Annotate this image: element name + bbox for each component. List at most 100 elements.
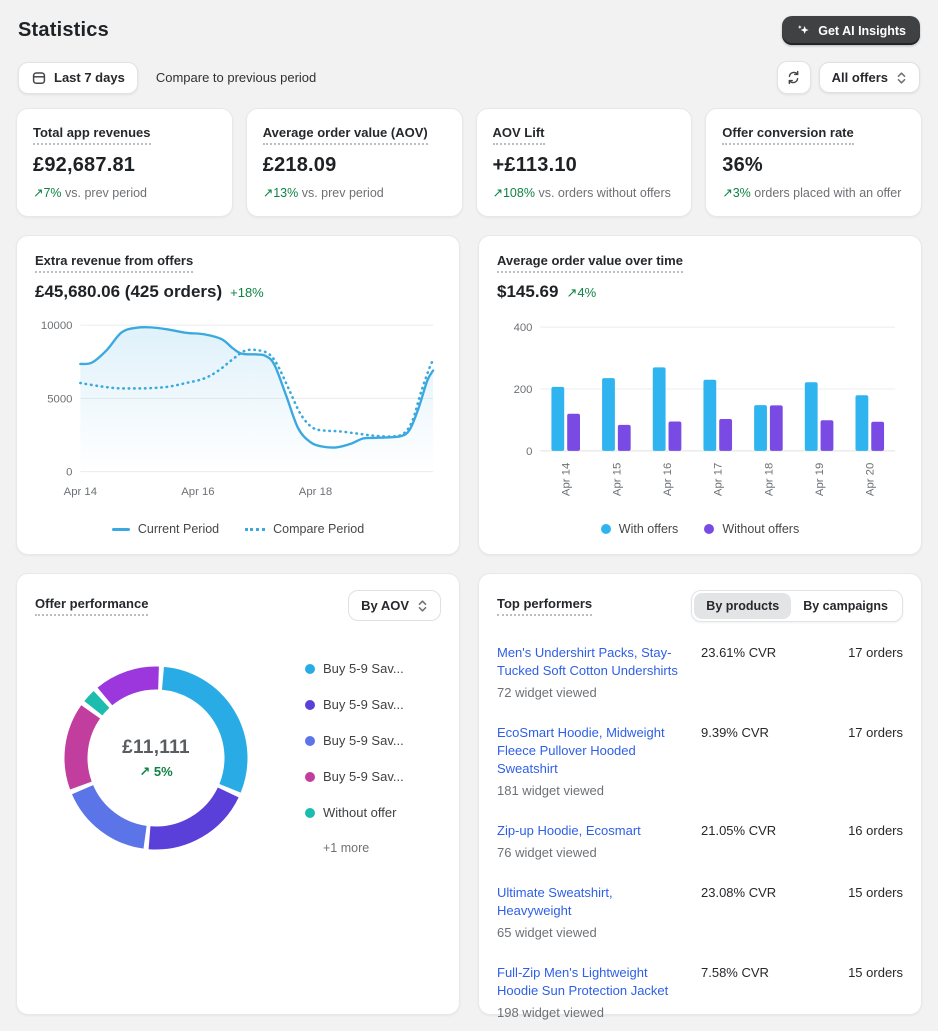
bar-with-offers[interactable]: [652, 367, 666, 451]
filters-row: Last 7 days Compare to previous period A…: [16, 55, 922, 108]
legend-item-with-offers[interactable]: With offers: [600, 522, 678, 536]
legend-item-current-period[interactable]: Current Period: [111, 522, 219, 536]
svg-text:Apr 16: Apr 16: [662, 463, 674, 496]
bar-without-offers[interactable]: [668, 421, 682, 451]
dotted-line-swatch: [245, 527, 266, 531]
donut-legend-item[interactable]: Buy 5-9 Sav...: [305, 769, 404, 784]
bar-without-offers[interactable]: [617, 424, 631, 451]
bar-with-offers[interactable]: [855, 395, 869, 451]
bar-without-offers[interactable]: [719, 419, 733, 451]
series-dotted[interactable]: [79, 348, 435, 438]
table-row: Ultimate Sweatshirt, Heavyweight 65 widg…: [497, 884, 903, 940]
donut-segment[interactable]: [71, 784, 148, 849]
tab-by-products[interactable]: By products: [694, 593, 792, 619]
legend-item-compare-period[interactable]: Compare Period: [245, 522, 364, 536]
svg-text:Apr 18: Apr 18: [763, 463, 775, 496]
orders-value: 17 orders: [848, 645, 903, 660]
refresh-button[interactable]: [776, 61, 811, 94]
offers-filter-select[interactable]: All offers: [818, 62, 920, 93]
charts-row: Extra revenue from offers £45,680.06 (42…: [16, 235, 922, 555]
bar-with-offers[interactable]: [703, 379, 717, 451]
bar-with-offers[interactable]: [754, 405, 767, 451]
chart-headline: $145.69 ↗4%: [497, 282, 903, 302]
chart-headline: £45,680.06 (425 orders) +18%: [35, 282, 441, 302]
kpi-title[interactable]: Offer conversion rate: [722, 125, 854, 145]
kpi-delta: ↗3% orders placed with an offer: [722, 186, 902, 200]
segment-dot: [305, 699, 315, 710]
offer-performance-header: Offer performance By AOV: [35, 590, 441, 621]
offer-performance-card: Offer performance By AOV £11,111 ↗ 5%: [16, 573, 460, 1015]
kpi-title[interactable]: Average order value (AOV): [262, 125, 428, 145]
chart-title[interactable]: Extra revenue from offers: [35, 253, 194, 273]
donut-legend-item[interactable]: Buy 5-9 Sav...: [305, 733, 404, 748]
donut-segment[interactable]: [148, 787, 239, 850]
tab-by-campaigns[interactable]: By campaigns: [791, 593, 900, 619]
bar-chart-legend: With offers Without offers: [497, 518, 903, 542]
extra-revenue-card: Extra revenue from offers £45,680.06 (42…: [16, 235, 460, 555]
segment-dot: [305, 771, 315, 782]
donut-chart: £11,111 ↗ 5%: [53, 655, 259, 861]
panel-title[interactable]: Offer performance: [35, 596, 149, 616]
svg-text:0: 0: [66, 467, 72, 479]
more-segments-label[interactable]: +1 more: [323, 841, 370, 855]
svg-text:Apr 15: Apr 15: [611, 463, 623, 496]
product-link[interactable]: Ultimate Sweatshirt, Heavyweight: [497, 884, 613, 918]
widget-viewed-label: 65 widget viewed: [497, 924, 597, 940]
sort-by-select[interactable]: By AOV: [348, 590, 441, 621]
chart-title[interactable]: Average order value over time: [497, 253, 683, 273]
donut-area: £11,111 ↗ 5% Buy 5-9 Sav... Buy 5-9 Sav.…: [35, 655, 441, 861]
product-link[interactable]: Men's Undershirt Packs, Stay-Tucked Soft…: [497, 645, 678, 678]
segment-dot: [305, 735, 315, 746]
bar-without-offers[interactable]: [769, 405, 783, 451]
bar-with-offers[interactable]: [804, 382, 818, 451]
bar-with-offers[interactable]: [602, 378, 615, 451]
product-link[interactable]: EcoSmart Hoodie, Midweight Fleece Pullov…: [497, 724, 665, 776]
kpi-delta: ↗108% vs. orders without offers: [492, 186, 671, 200]
kpi-card-aov: Average order value (AOV) £218.09 ↗13% v…: [245, 108, 463, 217]
kpi-title[interactable]: Total app revenues: [33, 125, 151, 145]
donut-legend-item[interactable]: Buy 5-9 Sav...: [305, 697, 404, 712]
svg-text:Apr 14: Apr 14: [561, 463, 573, 496]
legend-item-without-offers[interactable]: Without offers: [704, 522, 799, 536]
kpi-value: 36%: [722, 154, 763, 176]
chart-delta: +18%: [230, 285, 264, 300]
with-offers-dot: [600, 524, 611, 534]
without-offers-dot: [704, 524, 715, 534]
cvr-value: 7.58% CVR: [701, 964, 769, 980]
bar-chart: 0 200 400 Apr 14 Apr 15 Apr 16 Apr 17 Apr 18 Apr…: [497, 308, 903, 518]
bar-chart-svg: 0 200 400 Apr 14 Apr 15 Apr 16 Apr 17 Apr 18 Apr…: [514, 322, 896, 496]
bar-without-offers[interactable]: [567, 413, 580, 451]
kpi-title[interactable]: AOV Lift: [492, 125, 545, 145]
kpi-value: +£113.10: [492, 154, 577, 176]
kpi-delta: ↗7% vs. prev period: [33, 186, 148, 200]
donut-segment[interactable]: [97, 666, 159, 706]
donut-segment[interactable]: [84, 690, 110, 716]
panel-title[interactable]: Top performers: [497, 596, 593, 616]
get-ai-insights-button[interactable]: Get AI Insights: [782, 16, 920, 45]
table-row: Full-Zip Men's Lightweight Hoodie Sun Pr…: [497, 964, 903, 1020]
kpi-row: Total app revenues £92,687.81 ↗7% vs. pr…: [16, 108, 922, 217]
table-row: Zip-up Hoodie, Ecosmart 76 widget viewed…: [497, 822, 903, 860]
donut-legend-item[interactable]: Without offer: [305, 805, 404, 820]
top-performers-header: Top performers By products By campaigns: [497, 590, 903, 622]
line-chart-svg: 0 5000 10000 Apr 14 Apr 16 Apr 18: [41, 320, 435, 498]
series-area: [80, 327, 434, 472]
donut-legend-item[interactable]: Buy 5-9 Sav...: [305, 661, 404, 676]
compare-period-label[interactable]: Compare to previous period: [155, 70, 317, 85]
bar-without-offers[interactable]: [871, 421, 885, 451]
date-range-button[interactable]: Last 7 days: [18, 61, 138, 94]
kpi-card-total-revenues: Total app revenues £92,687.81 ↗7% vs. pr…: [16, 108, 233, 217]
bar-with-offers[interactable]: [551, 386, 565, 451]
line-chart: 0 5000 10000 Apr 14 Apr 16 Apr 18: [35, 308, 441, 518]
cvr-value: 9.39% CVR: [701, 724, 769, 740]
svg-text:Apr 16: Apr 16: [181, 486, 214, 498]
donut-segment[interactable]: [64, 705, 101, 790]
svg-text:Apr 18: Apr 18: [299, 486, 332, 498]
donut-segment[interactable]: [161, 666, 248, 793]
table-row: Men's Undershirt Packs, Stay-Tucked Soft…: [497, 644, 903, 700]
chart-value: $145.69: [497, 282, 559, 301]
bar-without-offers[interactable]: [820, 420, 834, 451]
product-link[interactable]: Zip-up Hoodie, Ecosmart: [497, 822, 641, 838]
product-link[interactable]: Full-Zip Men's Lightweight Hoodie Sun Pr…: [497, 964, 669, 998]
performers-list: Men's Undershirt Packs, Stay-Tucked Soft…: [497, 644, 903, 1020]
